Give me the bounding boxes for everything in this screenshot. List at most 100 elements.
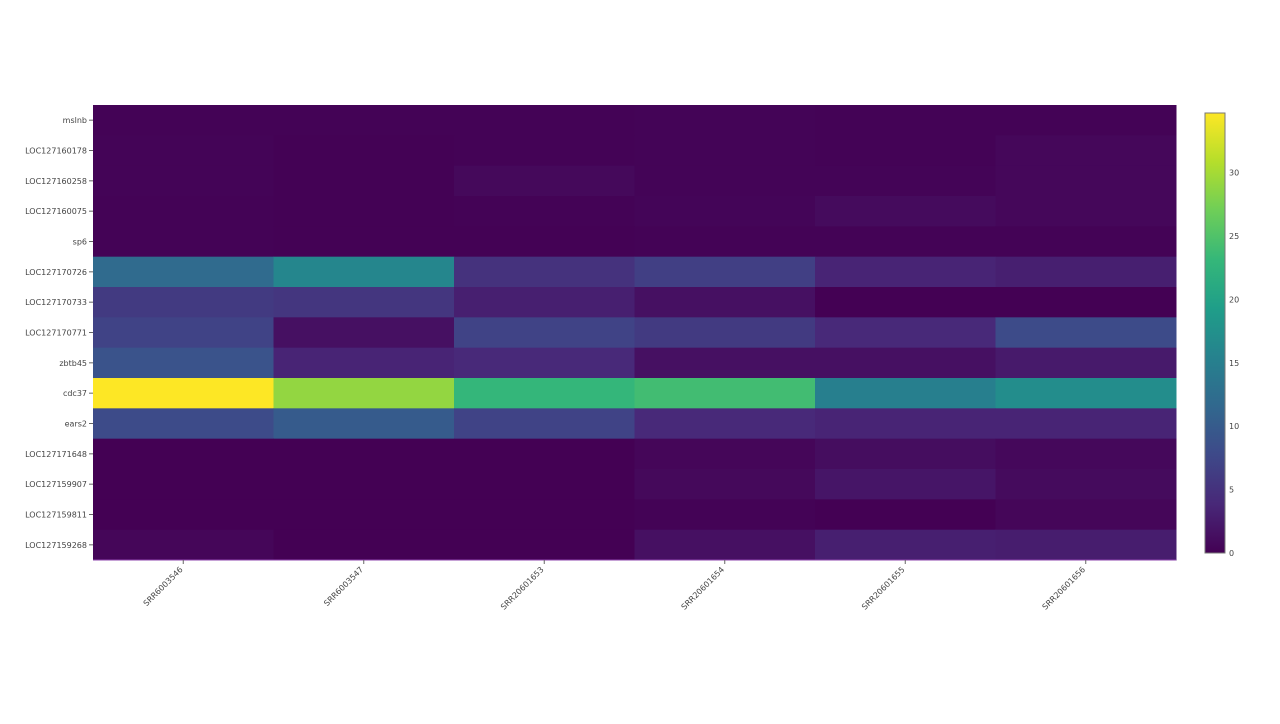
heatmap-cell[interactable] [93,499,274,531]
heatmap-cell[interactable] [634,529,816,561]
heatmap-cell[interactable] [634,287,816,318]
y-tick-label: LOC127159811 [25,511,87,520]
heatmap-cell[interactable] [995,408,1177,440]
heatmap-cell[interactable] [454,135,635,167]
heatmap-cell[interactable] [634,438,816,470]
heatmap-cell[interactable] [995,529,1177,561]
heatmap-cell[interactable] [634,469,816,500]
heatmap-cell[interactable] [634,408,816,440]
heatmap-cell[interactable] [454,196,635,227]
heatmap-cell[interactable] [634,317,816,349]
heatmap-cell[interactable] [454,317,635,349]
heatmap-cell[interactable] [815,287,996,318]
heatmap-cells [93,105,1177,561]
heatmap-cell[interactable] [454,287,635,318]
heatmap-cell[interactable] [454,529,635,561]
heatmap-cell[interactable] [815,347,996,379]
heatmap-cell[interactable] [93,135,274,167]
y-tick-label: LOC127160178 [25,147,87,156]
heatmap-cell[interactable] [273,529,455,561]
heatmap-cell[interactable] [454,165,635,197]
heatmap-cell[interactable] [995,378,1177,409]
heatmap-cell[interactable] [995,469,1177,500]
heatmap-cell[interactable] [995,105,1177,136]
x-tick-label: SRR20601655 [860,565,907,612]
heatmap-cell[interactable] [815,196,996,227]
heatmap-cell[interactable] [815,438,996,470]
heatmap-cell[interactable] [273,135,455,167]
heatmap-cell[interactable] [93,317,274,349]
heatmap-cell[interactable] [454,226,635,258]
heatmap-cell[interactable] [93,347,274,379]
heatmap-cell[interactable] [815,165,996,197]
heatmap-cell[interactable] [634,196,816,227]
heatmap-cell[interactable] [995,287,1177,318]
heatmap-cell[interactable] [995,499,1177,531]
heatmap-cell[interactable] [93,105,274,136]
heatmap-cell[interactable] [815,135,996,167]
heatmap-cell[interactable] [273,499,455,531]
heatmap-cell[interactable] [273,196,455,227]
heatmap-cell[interactable] [995,135,1177,167]
heatmap-cell[interactable] [273,347,455,379]
heatmap-cell[interactable] [93,287,274,318]
x-tick-label: SRR20601653 [499,565,546,612]
heatmap-cell[interactable] [454,438,635,470]
heatmap-cell[interactable] [815,378,996,409]
heatmap-cell[interactable] [273,256,455,288]
heatmap-cell[interactable] [815,105,996,136]
heatmap-cell[interactable] [815,469,996,500]
heatmap-cell[interactable] [815,256,996,288]
heatmap-cell[interactable] [273,226,455,258]
heatmap-cell[interactable] [815,499,996,531]
heatmap-cell[interactable] [93,226,274,258]
heatmap-cell[interactable] [454,347,635,379]
heatmap-cell[interactable] [634,347,816,379]
heatmap-cell[interactable] [454,499,635,531]
heatmap-cell[interactable] [995,256,1177,288]
heatmap-cell[interactable] [93,529,274,561]
heatmap-cell[interactable] [634,378,816,409]
heatmap-cell[interactable] [93,408,274,440]
heatmap-cell[interactable] [273,317,455,349]
heatmap-cell[interactable] [995,347,1177,379]
heatmap-cell[interactable] [634,105,816,136]
heatmap-cell[interactable] [995,317,1177,349]
heatmap-cell[interactable] [273,408,455,440]
heatmap-cell[interactable] [454,378,635,409]
heatmap-cell[interactable] [273,105,455,136]
heatmap-cell[interactable] [815,226,996,258]
heatmap-cell[interactable] [815,529,996,561]
heatmap-cell[interactable] [634,135,816,167]
heatmap-cell[interactable] [815,317,996,349]
heatmap-cell[interactable] [634,499,816,531]
heatmap-cell[interactable] [273,378,455,409]
heatmap-cell[interactable] [273,287,455,318]
heatmap-cell[interactable] [634,226,816,258]
heatmap-cell[interactable] [93,256,274,288]
heatmap-cell[interactable] [454,256,635,288]
heatmap-cell[interactable] [93,469,274,500]
heatmap-cell[interactable] [93,438,274,470]
y-tick-label: zbtb45 [59,359,87,368]
heatmap-cell[interactable] [454,469,635,500]
heatmap-cell[interactable] [634,256,816,288]
heatmap-cell[interactable] [273,165,455,197]
colorbar-tick-label: 10 [1229,422,1239,431]
heatmap-cell[interactable] [995,196,1177,227]
heatmap-cell[interactable] [454,105,635,136]
heatmap-cell[interactable] [454,408,635,440]
y-tick-label: sp6 [73,238,87,247]
heatmap-cell[interactable] [815,408,996,440]
heatmap-cell[interactable] [995,226,1177,258]
heatmap-cell[interactable] [93,378,274,409]
heatmap-cell[interactable] [93,196,274,227]
heatmap-cell[interactable] [273,438,455,470]
colorbar-tick-label: 20 [1229,295,1239,304]
heatmap-cell[interactable] [273,469,455,500]
heatmap-cell[interactable] [995,438,1177,470]
colorbar-tick-label: 5 [1229,486,1234,495]
heatmap-cell[interactable] [995,165,1177,197]
heatmap-cell[interactable] [634,165,816,197]
heatmap-cell[interactable] [93,165,274,197]
